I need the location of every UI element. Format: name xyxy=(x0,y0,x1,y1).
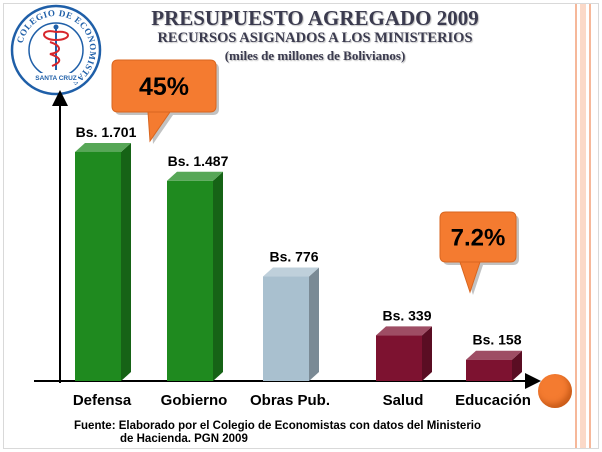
bar-top xyxy=(167,171,223,181)
source-note: Fuente: Elaborado por el Colegio de Econ… xyxy=(74,420,481,446)
decor-stripe xyxy=(580,4,586,448)
category-label: Gobierno xyxy=(161,392,228,409)
callout-label: 7.2% xyxy=(451,225,506,252)
category-label: Salud xyxy=(383,392,424,409)
caduceus-icon xyxy=(43,24,69,70)
decor-circle xyxy=(538,374,572,408)
decor-stripe xyxy=(575,4,577,448)
bar-side xyxy=(213,171,223,381)
bar-salud xyxy=(376,335,422,381)
unit-note: (miles de millones de Bolivianos) xyxy=(224,48,406,63)
bar-top xyxy=(376,326,432,336)
data-label: Bs. 158 xyxy=(472,332,521,348)
bar-side xyxy=(309,267,319,381)
bar-defensa xyxy=(75,151,121,381)
callout-label: 45% xyxy=(139,73,189,101)
category-label: Defensa xyxy=(73,392,132,409)
bar-top xyxy=(263,267,319,277)
data-label: Bs. 1.701 xyxy=(76,124,137,140)
bar-top xyxy=(466,350,522,360)
category-label: Educación xyxy=(455,392,531,409)
bar-top xyxy=(75,142,131,152)
logo-bottom-text: SANTA CRUZ xyxy=(35,75,77,82)
page-title: PRESUPUESTO AGREGADO 2009 xyxy=(151,6,479,30)
callout-bubble xyxy=(439,211,517,294)
bar-educaci-n xyxy=(466,359,512,381)
bar-side xyxy=(512,350,522,381)
data-label: Bs. 339 xyxy=(382,307,431,323)
bar-side xyxy=(422,326,432,381)
source-line-2: de Hacienda. PGN 2009 xyxy=(120,433,248,445)
source-line-1: Fuente: Elaborado por el Colegio de Econ… xyxy=(74,420,482,432)
bar-side xyxy=(121,142,131,381)
category-label: Obras Pub. xyxy=(250,392,330,409)
bar-obras-pub xyxy=(263,276,309,381)
bar-gobierno xyxy=(167,180,213,381)
decor-stripe xyxy=(589,4,591,448)
data-label: Bs. 776 xyxy=(269,249,318,265)
callout-bubble xyxy=(111,59,217,143)
page-subtitle: RECURSOS ASIGNADOS A LOS MINISTERIOS xyxy=(157,30,473,46)
data-label: Bs. 1.487 xyxy=(168,153,229,169)
